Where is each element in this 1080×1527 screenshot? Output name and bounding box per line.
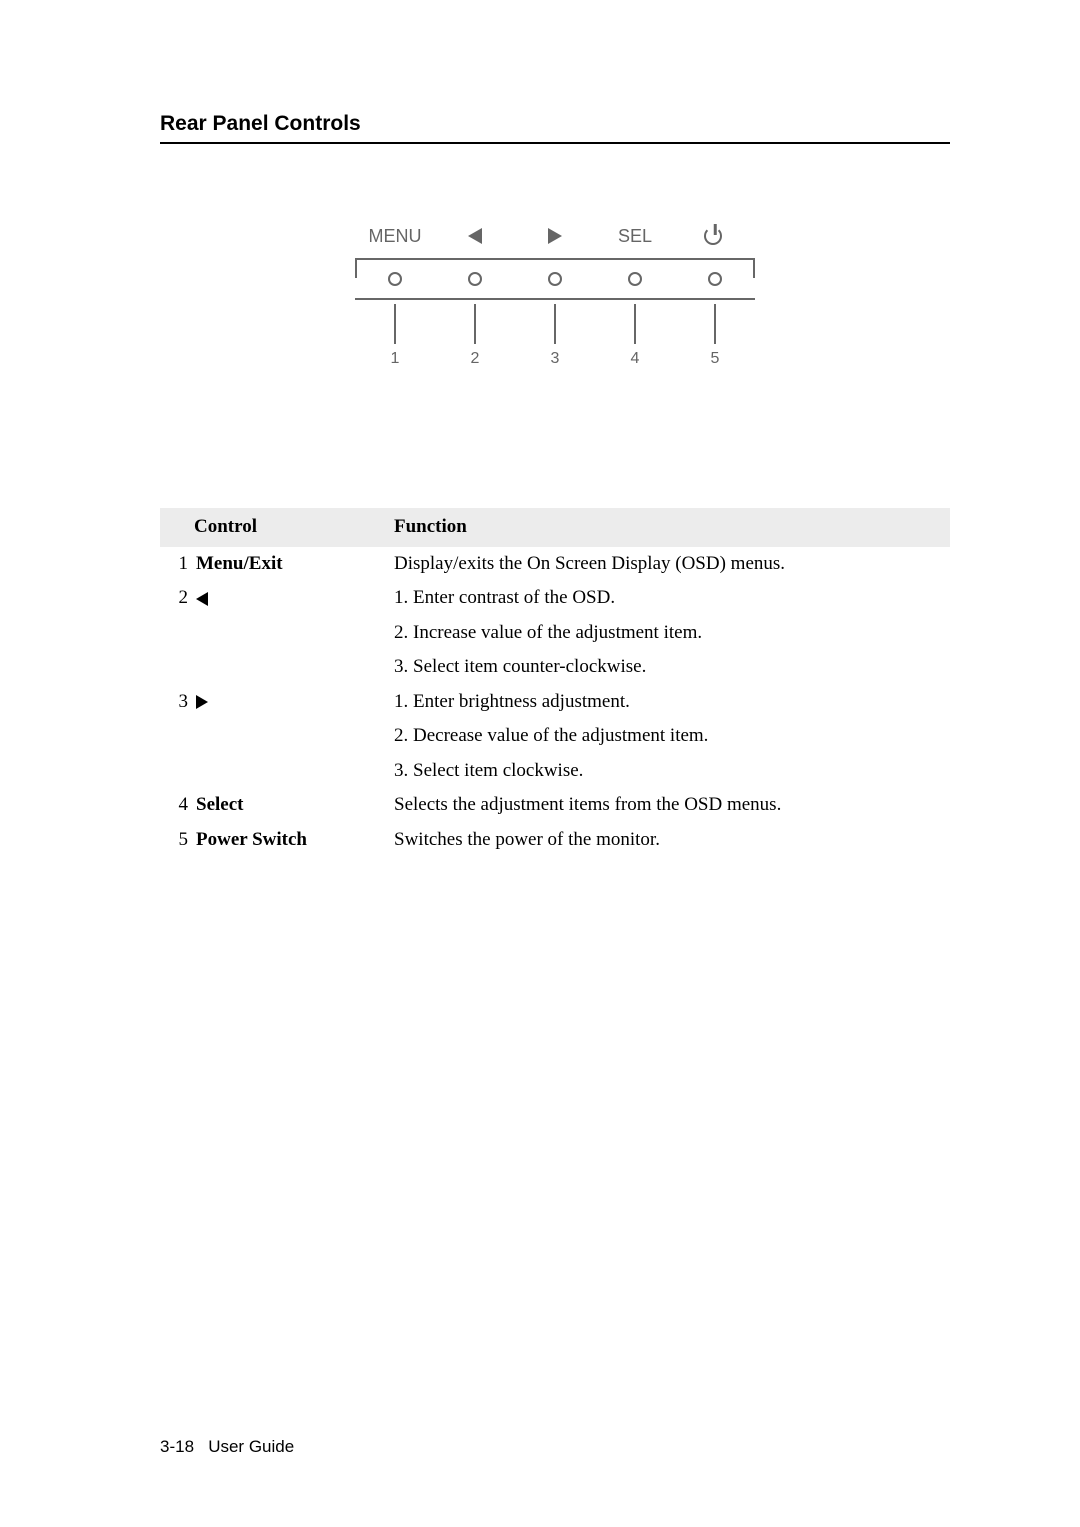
diagram-button-2 bbox=[468, 272, 482, 286]
rear-panel-diagram: MENU SEL 1 2 bbox=[355, 224, 755, 368]
row-control-name bbox=[188, 581, 388, 616]
row-control-name bbox=[188, 685, 388, 720]
table-row: 4SelectSelects the adjustment items from… bbox=[160, 788, 950, 823]
table-row: 1Menu/ExitDisplay/exits the On Screen Di… bbox=[160, 547, 950, 582]
table-row: 5Power SwitchSwitches the power of the m… bbox=[160, 823, 950, 858]
diagram-button-5 bbox=[708, 272, 722, 286]
diagram-panel bbox=[355, 258, 755, 300]
row-control-name bbox=[188, 650, 388, 685]
table-header-spacer bbox=[160, 508, 188, 547]
diagram-number-3: 3 bbox=[525, 350, 585, 368]
diagram-number-1: 1 bbox=[365, 350, 425, 368]
table-row: 2. Decrease value of the adjustment item… bbox=[160, 719, 950, 754]
row-number: 2 bbox=[160, 581, 188, 616]
diagram-number-5: 5 bbox=[685, 350, 745, 368]
diagram-number-2: 2 bbox=[445, 350, 505, 368]
diagram-label-right-icon bbox=[525, 224, 585, 248]
diagram-button-1 bbox=[388, 272, 402, 286]
footer-label: User Guide bbox=[208, 1437, 294, 1456]
row-function: Switches the power of the monitor. bbox=[388, 823, 950, 858]
row-number bbox=[160, 650, 188, 685]
row-function: 1. Enter contrast of the OSD. bbox=[388, 581, 950, 616]
row-number: 5 bbox=[160, 823, 188, 858]
row-function: 1. Enter brightness adjustment. bbox=[388, 685, 950, 720]
row-number: 1 bbox=[160, 547, 188, 582]
table-row: 3. Select item clockwise. bbox=[160, 754, 950, 789]
row-function: 2. Decrease value of the adjustment item… bbox=[388, 719, 950, 754]
diagram-label-menu: MENU bbox=[365, 224, 425, 248]
diagram-label-sel: SEL bbox=[605, 224, 665, 248]
row-function: 3. Select item clockwise. bbox=[388, 754, 950, 789]
row-function: 3. Select item counter-clockwise. bbox=[388, 650, 950, 685]
diagram-label-left-icon bbox=[445, 224, 505, 248]
row-number bbox=[160, 754, 188, 789]
row-control-name: Menu/Exit bbox=[188, 547, 388, 582]
controls-table: Control Function 1Menu/ExitDisplay/exits… bbox=[160, 508, 950, 857]
row-function: Display/exits the On Screen Display (OSD… bbox=[388, 547, 950, 582]
row-control-name bbox=[188, 754, 388, 789]
row-number bbox=[160, 616, 188, 651]
table-header-function: Function bbox=[388, 508, 950, 547]
table-row: 3. Select item counter-clockwise. bbox=[160, 650, 950, 685]
diagram-label-power-icon bbox=[685, 224, 745, 248]
left-arrow-icon bbox=[196, 592, 208, 606]
row-control-name: Power Switch bbox=[188, 823, 388, 858]
row-number bbox=[160, 719, 188, 754]
table-header-control: Control bbox=[188, 508, 388, 547]
diagram-number-4: 4 bbox=[605, 350, 665, 368]
row-control-name: Select bbox=[188, 788, 388, 823]
right-arrow-icon bbox=[196, 695, 208, 709]
diagram-button-4 bbox=[628, 272, 642, 286]
page-number: 3-18 bbox=[160, 1437, 194, 1456]
row-number: 3 bbox=[160, 685, 188, 720]
diagram-button-3 bbox=[548, 272, 562, 286]
row-function: Selects the adjustment items from the OS… bbox=[388, 788, 950, 823]
table-row: 2. Increase value of the adjustment item… bbox=[160, 616, 950, 651]
row-control-name bbox=[188, 719, 388, 754]
row-number: 4 bbox=[160, 788, 188, 823]
table-row: 3 1. Enter brightness adjustment. bbox=[160, 685, 950, 720]
row-function: 2. Increase value of the adjustment item… bbox=[388, 616, 950, 651]
section-heading: Rear Panel Controls bbox=[160, 112, 950, 144]
table-row: 2 1. Enter contrast of the OSD. bbox=[160, 581, 950, 616]
row-control-name bbox=[188, 616, 388, 651]
page-footer: 3-18 User Guide bbox=[160, 1437, 294, 1457]
